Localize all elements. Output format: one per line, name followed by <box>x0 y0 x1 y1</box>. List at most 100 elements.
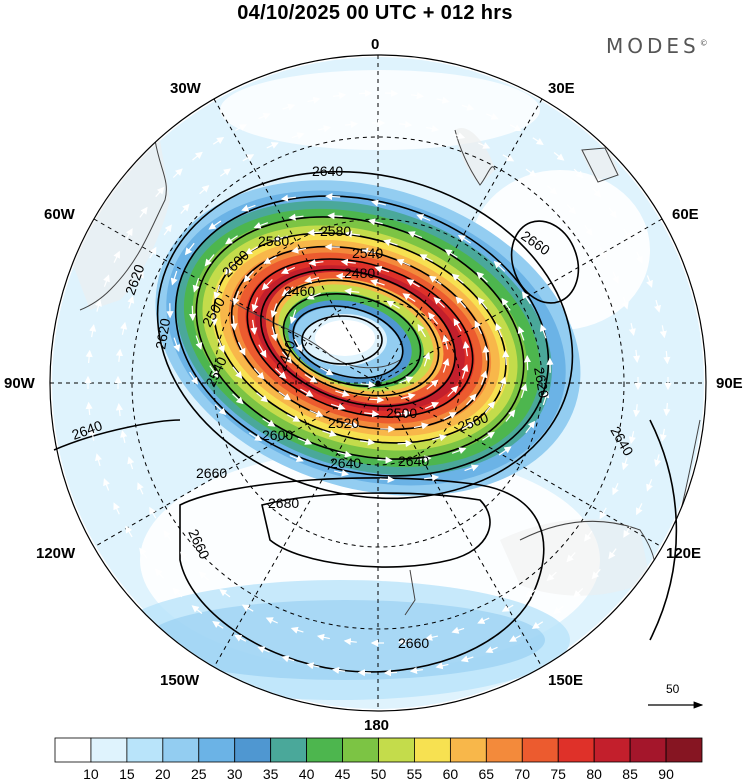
wind-arrow <box>155 186 165 198</box>
wind-arrow <box>371 199 387 207</box>
pole-marker <box>375 380 381 386</box>
wind-arrow <box>369 396 385 404</box>
wind-arrow <box>464 464 479 472</box>
wind-arrow <box>663 350 671 365</box>
colorbar-tick-label: 90 <box>658 766 674 782</box>
wind-arrow <box>115 403 124 417</box>
wind-arrow <box>477 297 488 310</box>
wind-arrow <box>416 214 431 222</box>
wind-arrow <box>208 220 222 230</box>
wind-arrow <box>542 390 550 406</box>
wind-arrow <box>435 662 449 670</box>
wind-arrow <box>340 258 356 266</box>
contour-label: 2620 <box>531 366 552 400</box>
wind-arrow <box>149 506 157 519</box>
wind-arrow <box>591 187 602 198</box>
wind-arrow <box>85 349 93 364</box>
wind-arrow <box>402 293 416 303</box>
wind-arrow <box>659 325 667 339</box>
wind-arrow <box>461 421 476 430</box>
wind-arrow <box>484 401 496 414</box>
wind-arrow <box>304 276 320 284</box>
wind-arrow <box>333 469 349 477</box>
wind-arrow <box>383 239 398 246</box>
wind-arrow <box>184 242 195 256</box>
wind-arrow <box>486 113 499 120</box>
wind-arrow <box>399 376 414 384</box>
copyright-mark: © <box>699 38 708 48</box>
wind-arrow <box>428 275 442 285</box>
wind-arrow <box>270 326 278 342</box>
wind-arrow <box>331 666 346 674</box>
wind-arrow <box>241 604 254 612</box>
wind-arrow <box>224 262 236 275</box>
wind-arrow <box>426 125 440 133</box>
lon-label-60w: 60W <box>44 206 75 223</box>
wind-arrow <box>137 482 144 495</box>
wind-arrow <box>278 391 292 401</box>
wind-arrow <box>608 548 617 560</box>
colorbar-swatch <box>270 737 308 763</box>
colorbar-tick-label: 15 <box>119 766 135 782</box>
wind-arrow <box>297 437 313 445</box>
wind-arrow <box>357 669 372 677</box>
colorbar-swatch <box>234 737 272 763</box>
wind-arrow <box>654 454 662 468</box>
wind-arrow <box>485 646 498 653</box>
wind-arrow <box>509 634 521 642</box>
wind-arrow <box>442 358 450 373</box>
wind-arrow <box>204 254 215 267</box>
wind-arrow <box>199 184 210 195</box>
wind-arrow <box>442 334 450 350</box>
wind-arrow <box>659 428 667 442</box>
wind-arrow <box>192 151 203 161</box>
wind-arrow <box>337 450 353 458</box>
wind-arrow <box>120 321 128 335</box>
wind-arrow <box>191 605 203 614</box>
wind-arrow <box>291 132 305 140</box>
wind-arrow <box>407 231 423 239</box>
wind-arrow <box>502 154 515 162</box>
wind-arrow <box>358 89 373 97</box>
contour-label: 2580 <box>258 233 289 249</box>
wind-arrow <box>423 351 431 367</box>
wind-arrow <box>462 341 470 357</box>
wind-arrow <box>325 192 341 201</box>
wind-arrow <box>230 315 238 331</box>
wind-arrow <box>396 409 412 417</box>
colorbar-swatch <box>521 737 559 763</box>
wind-arrow <box>344 230 360 238</box>
wind-arrow <box>344 421 360 429</box>
wind-arrow <box>432 434 447 442</box>
wind-arrow <box>360 438 376 446</box>
wind-arrow <box>532 137 544 145</box>
wind-arrow <box>531 621 544 629</box>
wind-arrow <box>307 228 323 237</box>
wind-arrow <box>253 221 269 229</box>
lon-label-180: 180 <box>364 717 390 734</box>
wind-arrow <box>244 246 259 255</box>
contour-label: 2480 <box>344 265 375 281</box>
contour-label: 2500 <box>386 405 417 421</box>
wind-arrow <box>214 404 227 416</box>
wind-arrow <box>256 392 269 403</box>
wind-arrow <box>94 453 102 467</box>
wind-arrow <box>399 120 413 129</box>
wind-arrow <box>493 260 506 272</box>
wind-arrow <box>546 571 557 582</box>
wind-arrow <box>154 568 165 579</box>
wind-arrow <box>461 364 469 379</box>
wind-arrow <box>209 365 219 379</box>
colorbar-swatch <box>90 737 128 763</box>
colorbar-swatch <box>378 737 415 763</box>
contour-label: 2580 <box>320 223 351 239</box>
wind-arrow <box>290 626 304 634</box>
lon-label-150w: 150W <box>160 672 200 689</box>
wind-arrow <box>333 92 347 100</box>
wind-arrow <box>623 526 631 538</box>
wind-arrow <box>566 552 576 563</box>
wind-arrow <box>322 430 337 437</box>
wind-arrow <box>120 430 128 444</box>
wind-arrow <box>383 669 398 677</box>
wind-arrow <box>443 412 457 420</box>
